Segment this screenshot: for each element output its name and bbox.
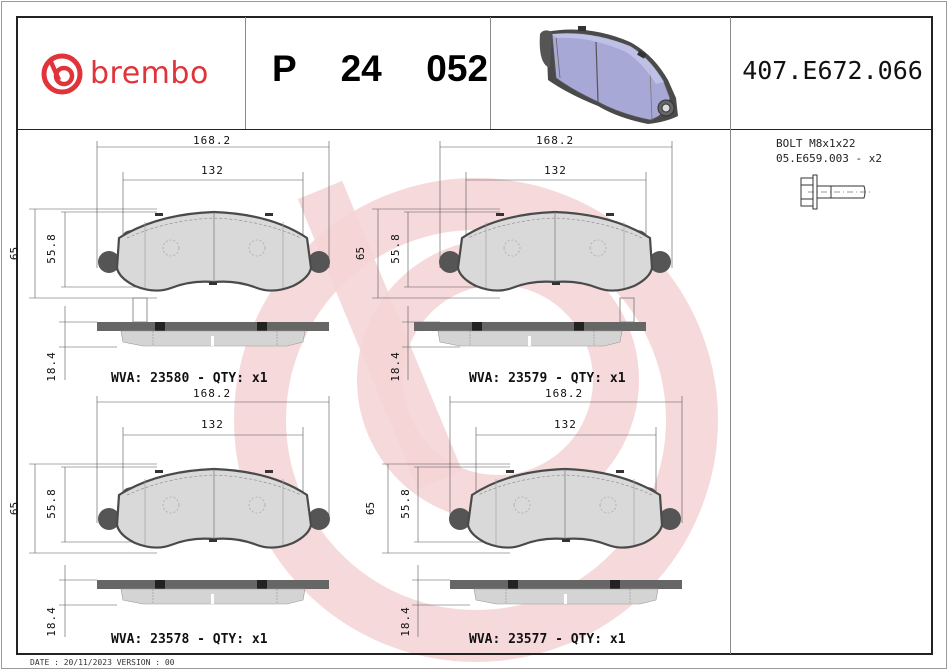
wva-label-4: WVA: 23577 - QTY: x1 (469, 632, 626, 647)
brand-name: brembo (90, 56, 209, 91)
dim-height-inner: 55.8 (398, 488, 412, 519)
dim-thickness: 18.4 (44, 606, 58, 637)
dim-height-inner: 55.8 (388, 233, 402, 264)
dim-thickness: 18.4 (388, 351, 402, 382)
view-4-drawing (382, 396, 683, 637)
wva-label-1: WVA: 23580 - QTY: x1 (111, 371, 268, 386)
header-divider (16, 129, 933, 130)
header-divider-1 (245, 17, 246, 129)
date-version: DATE : 20/11/2023 VERSION : 00 (30, 658, 175, 667)
dim-height-inner: 55.8 (44, 488, 58, 519)
dim-height-overall: 65 (8, 501, 22, 516)
bolt-spec-line1: BOLT M8x1x22 (776, 137, 856, 150)
dim-width-inner: 132 (544, 164, 567, 177)
dim-width-inner: 132 (201, 418, 224, 431)
brembo-logo-icon (41, 53, 83, 95)
drawing-frame (16, 16, 933, 655)
dim-thickness: 18.4 (398, 606, 412, 637)
dim-width-inner: 132 (201, 164, 224, 177)
dim-height-overall: 65 (364, 501, 378, 516)
header-divider-2 (490, 17, 491, 129)
dim-width-inner: 132 (554, 418, 577, 431)
dim-height-inner: 55.8 (44, 233, 58, 264)
dim-width-overall: 168.2 (193, 387, 232, 400)
dim-width-overall: 168.2 (193, 134, 232, 147)
view-1-drawing (29, 141, 332, 380)
dim-height-overall: 65 (8, 246, 22, 261)
bolt-spec-line2: 05.E659.003 - x2 (776, 152, 882, 165)
dim-width-overall: 168.2 (536, 134, 575, 147)
dim-height-overall: 65 (354, 246, 368, 261)
wva-label-2: WVA: 23579 - QTY: x1 (469, 371, 626, 386)
wva-label-3: WVA: 23578 - QTY: x1 (111, 632, 268, 647)
bolt-spec: BOLT M8x1x22 05.E659.003 - x2 (776, 136, 882, 166)
brembo-logo: brembo (40, 52, 209, 96)
accessory-column-divider (730, 17, 731, 654)
reference-code: 407.E672.066 (742, 56, 923, 85)
view-3-drawing (29, 396, 332, 637)
dim-width-overall: 168.2 (545, 387, 584, 400)
part-number: P 24 052 (272, 48, 489, 89)
view-2-drawing (372, 141, 673, 380)
dim-thickness: 18.4 (44, 351, 58, 382)
